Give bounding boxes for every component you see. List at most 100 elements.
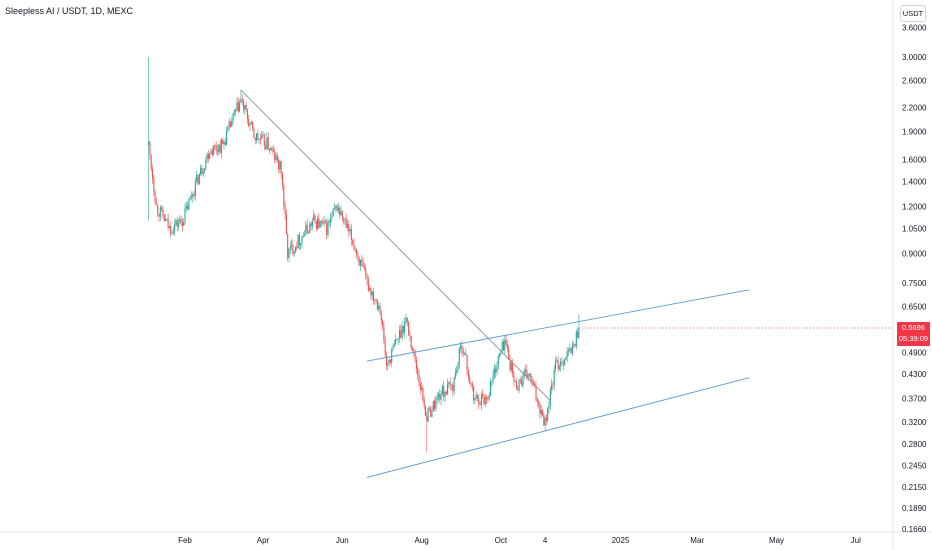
candle-body [263, 134, 265, 146]
candle-body [447, 383, 449, 395]
candle-body [161, 207, 163, 210]
candle-body [244, 104, 246, 110]
candle-body [218, 144, 220, 152]
candle-body [363, 266, 365, 269]
candle-body [232, 113, 234, 122]
candle-body [175, 220, 177, 225]
candle-body [482, 394, 484, 396]
candle-body [421, 387, 423, 390]
candle-body [249, 123, 251, 126]
candle-body [222, 139, 224, 145]
candle-body [523, 371, 525, 375]
candle-body [424, 406, 427, 416]
candle-body [326, 221, 328, 236]
candle-body [358, 257, 360, 266]
candle-body [484, 397, 486, 404]
candle-body [505, 339, 507, 345]
y-tick-label: 1.9000 [902, 128, 927, 137]
candle-body [547, 408, 549, 421]
candle-body [279, 160, 281, 170]
candle-body [461, 345, 463, 351]
candle-body [465, 352, 467, 356]
y-tick-label: 1.0500 [902, 224, 927, 233]
candle-body [506, 344, 508, 348]
candle-body [335, 205, 337, 209]
candle-body [181, 221, 183, 226]
candle-body [513, 373, 515, 382]
candle-body [223, 141, 225, 145]
candle-body [443, 386, 445, 397]
candle-body [345, 219, 347, 228]
candle-body [474, 397, 476, 401]
candle-body [339, 207, 341, 216]
candle-body [188, 199, 190, 210]
y-tick-label: 0.3700 [902, 394, 927, 403]
candle-body [324, 221, 326, 222]
candle-body [392, 346, 394, 350]
candle-body [431, 411, 433, 417]
candle-body [266, 137, 268, 150]
candle-body [504, 339, 506, 350]
candle-body [270, 147, 272, 151]
candle-body [518, 379, 520, 391]
candle-body [409, 335, 411, 337]
x-tick-label: Jun [336, 536, 349, 545]
currency-button[interactable]: USDT [900, 5, 926, 22]
candle-body [404, 322, 406, 333]
candle-body [340, 211, 342, 216]
candle-body [239, 102, 241, 112]
candle-body [226, 131, 228, 145]
candle-body [561, 361, 563, 363]
candle-body [253, 128, 255, 138]
candle-body [294, 246, 297, 252]
candle-body [354, 248, 356, 250]
candle-body [224, 141, 226, 145]
candle-body [370, 287, 372, 296]
candle-body [241, 98, 243, 101]
candle-body [187, 205, 189, 210]
candle-body [213, 145, 215, 155]
candle-body [554, 361, 557, 370]
candle-body [479, 404, 481, 406]
candle-body [271, 147, 273, 151]
candle-body [197, 174, 199, 185]
candle-body [445, 391, 447, 395]
candle-body [207, 153, 209, 159]
candle-body [508, 347, 510, 359]
candle-body [560, 361, 562, 367]
candle-body [553, 369, 555, 386]
candle-body [289, 246, 291, 249]
candle-body [166, 218, 168, 220]
candle-body [190, 196, 193, 198]
candle-body [265, 145, 267, 150]
candle-body [466, 355, 468, 371]
candle-body [163, 215, 165, 222]
candle-body [323, 221, 325, 224]
candle-body [497, 356, 499, 366]
candle-body [578, 328, 580, 338]
candle-body [526, 369, 528, 378]
candle-body [285, 214, 287, 234]
candle-body [432, 400, 434, 412]
candle-body [231, 121, 233, 127]
candle-body [566, 351, 568, 358]
candle-body [357, 254, 359, 258]
candle-body [495, 368, 497, 373]
candle-body [383, 326, 385, 341]
candle-body [189, 196, 191, 200]
candle-body [200, 167, 202, 175]
candle-body [272, 150, 274, 152]
candle-body [172, 231, 174, 233]
candle-body [488, 395, 490, 400]
candle-body [332, 209, 334, 216]
candle-body [365, 268, 367, 275]
candle-body [206, 153, 208, 161]
candle-body [252, 121, 254, 129]
candle-body [171, 232, 173, 234]
candle-body [525, 369, 527, 372]
candle-body [298, 235, 300, 246]
candle-body [174, 224, 176, 232]
channel-lower-line [366, 377, 750, 478]
candle-body [548, 405, 550, 409]
